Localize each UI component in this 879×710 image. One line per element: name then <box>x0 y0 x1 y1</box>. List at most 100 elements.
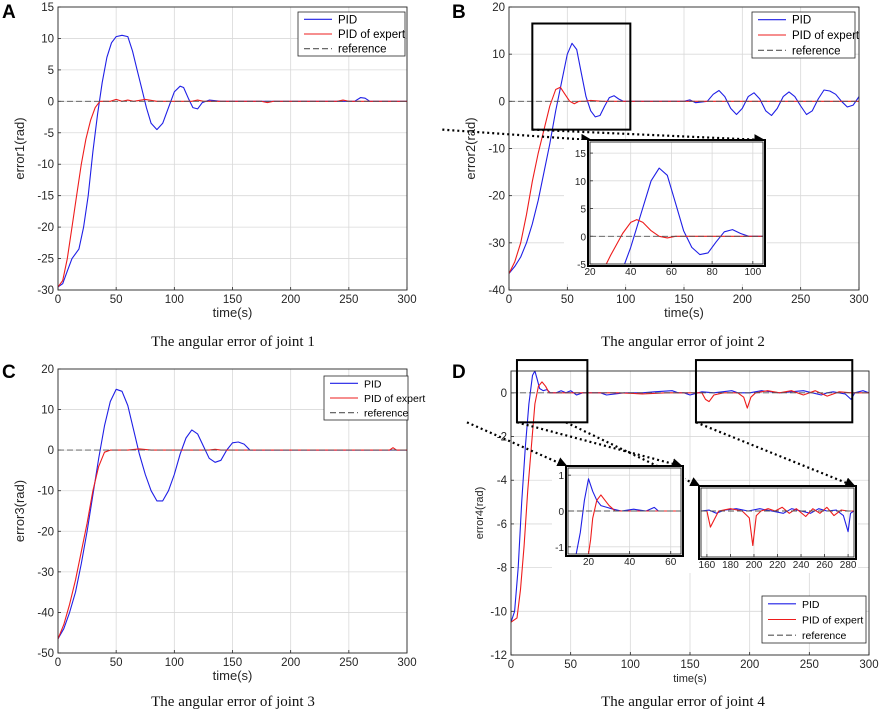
c-xtick-label: 200 <box>281 657 300 669</box>
c-frame <box>57 368 408 654</box>
d-inset1-border <box>565 465 684 557</box>
c-ytick-label: -50 <box>37 648 54 660</box>
a-xtick-label: 0 <box>55 294 61 306</box>
d-inset2-xtick-label: 240 <box>793 560 810 571</box>
c-xtick-label: 250 <box>339 657 358 669</box>
b-inset-series-pid-of-expert <box>605 219 763 264</box>
a-xlabel: time(s) <box>213 305 253 320</box>
d-inset2-frame <box>700 487 855 558</box>
b-inset-plot-area <box>590 142 763 264</box>
d-ytick-label: 0 <box>501 388 507 400</box>
c-legend-label: PID of expert <box>364 393 425 405</box>
a-ytick-label: 10 <box>41 33 54 45</box>
d-inset1-ytick-label: 1 <box>558 471 564 482</box>
c-xtick-label: 100 <box>165 657 184 669</box>
d-inset2-series-pid-of-expert <box>701 506 854 547</box>
d-inset1-frame <box>567 467 682 555</box>
b-inset-ytick-label: 10 <box>575 177 587 188</box>
d-frame <box>510 370 870 656</box>
c-xtick-label: 300 <box>397 657 416 669</box>
a-legend-label: PID <box>338 14 357 26</box>
caption-d: The angular error of joint 4 <box>601 694 765 710</box>
c-ytick-label: -30 <box>37 567 54 579</box>
c-series-pid <box>58 388 407 640</box>
b-legend-label: PID of expert <box>792 30 860 42</box>
b-xtick-label: 100 <box>616 294 635 306</box>
d-inset2-xtick-label: 200 <box>746 560 763 571</box>
d-xtick-label: 200 <box>740 659 759 671</box>
c-ytick-label: 20 <box>41 364 54 376</box>
d-ytick-label: -4 <box>497 475 508 487</box>
a-xtick-label: 200 <box>281 294 300 306</box>
panel-c: 0 50 100 150 200 250 300 -50 -40 -30 -20 -10 0 10 20 ti… <box>12 364 425 683</box>
d-xtick-label: 150 <box>680 659 699 671</box>
b-ytick-label: 20 <box>492 2 505 14</box>
a-ytick-label: -30 <box>37 285 54 297</box>
d-inset2-xtick-label: 260 <box>816 560 833 571</box>
d-inset2-xtick-label: 280 <box>840 560 857 571</box>
a-ytick-label: -15 <box>37 191 54 203</box>
d-legend-label: PID <box>802 599 820 611</box>
panel-letter-b: B <box>452 2 466 23</box>
d1-zoom-connector <box>466 421 569 468</box>
b-xtick-label: 0 <box>506 294 512 306</box>
a-xtick-label: 250 <box>339 294 358 306</box>
a-xtick-label: 50 <box>110 294 123 306</box>
b-xtick-label: 200 <box>733 294 752 306</box>
a-ylabel: error1(rad) <box>12 117 27 179</box>
c-ytick-label: -20 <box>37 526 54 538</box>
b-inset-frame <box>589 141 764 265</box>
d-inset2-xtick-label: 220 <box>769 560 786 571</box>
d1-zoom-connector <box>516 421 684 470</box>
d-ytick-label: -12 <box>490 650 507 662</box>
b-ytick-label: 10 <box>492 49 505 61</box>
d-inset2-xtick-label: 180 <box>722 560 739 571</box>
d-series-pid-of-expert <box>511 381 869 623</box>
b-legend-label: reference <box>792 45 841 57</box>
d-inset2-xtick-label: 160 <box>699 560 716 571</box>
b-inset-xtick-label: 20 <box>584 267 596 278</box>
d-xtick-label: 250 <box>800 659 819 671</box>
caption-c: The angular error of joint 3 <box>151 694 315 710</box>
b-ytick-label: -40 <box>488 285 505 297</box>
b-inset-ytick-label: 15 <box>575 149 587 160</box>
c-ylabel: error3(rad) <box>12 480 27 542</box>
b-inset-series-pid <box>624 167 763 264</box>
b-ytick-label: -20 <box>488 191 505 203</box>
b-xtick-label: 50 <box>561 294 574 306</box>
b-inset-ytick-label: 5 <box>580 205 586 216</box>
c-legend-label: reference <box>364 408 409 420</box>
c-series-pid-of-expert <box>58 447 407 640</box>
d-inset2: 160 180 200 220 240 260 280 <box>685 485 858 573</box>
caption-a: The angular error of joint 1 <box>151 334 315 350</box>
c-xtick-label: 150 <box>223 657 242 669</box>
d-inset1-xtick-label: 40 <box>624 557 636 568</box>
d-xtick-label: 100 <box>621 659 640 671</box>
a-legend-label: reference <box>338 44 387 56</box>
b-xtick-label: 300 <box>849 294 868 306</box>
plots-layer: 0 50 100 150 200 250 300-30-25-20-15-10-505101… <box>12 2 879 685</box>
c-ytick-label: 10 <box>41 405 54 417</box>
c-ytick-label: -40 <box>37 607 54 619</box>
b-inset-xtick-label: 40 <box>625 267 637 278</box>
a-ytick-label: 0 <box>48 96 54 108</box>
panel-letter-c: C <box>2 362 16 383</box>
a-legend-label: PID of expert <box>338 29 406 41</box>
b-xtick-label: 150 <box>674 294 693 306</box>
d2-zoom-connector <box>695 421 857 488</box>
b-zoom-rect <box>531 22 632 131</box>
d-inset1: 20 40 60 -1 0 1 <box>552 465 685 570</box>
b-inset: 20 40 60 80 100 -5 0 5 10 15 <box>564 139 767 284</box>
d2-zoom-rect <box>694 359 854 424</box>
b-inset-border <box>587 139 766 267</box>
caption-b: The angular error of joint 2 <box>601 334 765 350</box>
c-xlabel: time(s) <box>213 668 253 683</box>
a-xtick-label: 150 <box>223 294 242 306</box>
a-xtick-label: 300 <box>397 294 416 306</box>
b-xtick-label: 250 <box>791 294 810 306</box>
a-ytick-label: -10 <box>37 159 54 171</box>
d-ytick-label: -8 <box>497 563 507 575</box>
b-inset-xtick-label: 80 <box>707 267 719 278</box>
d-legend-label: reference <box>802 630 847 642</box>
